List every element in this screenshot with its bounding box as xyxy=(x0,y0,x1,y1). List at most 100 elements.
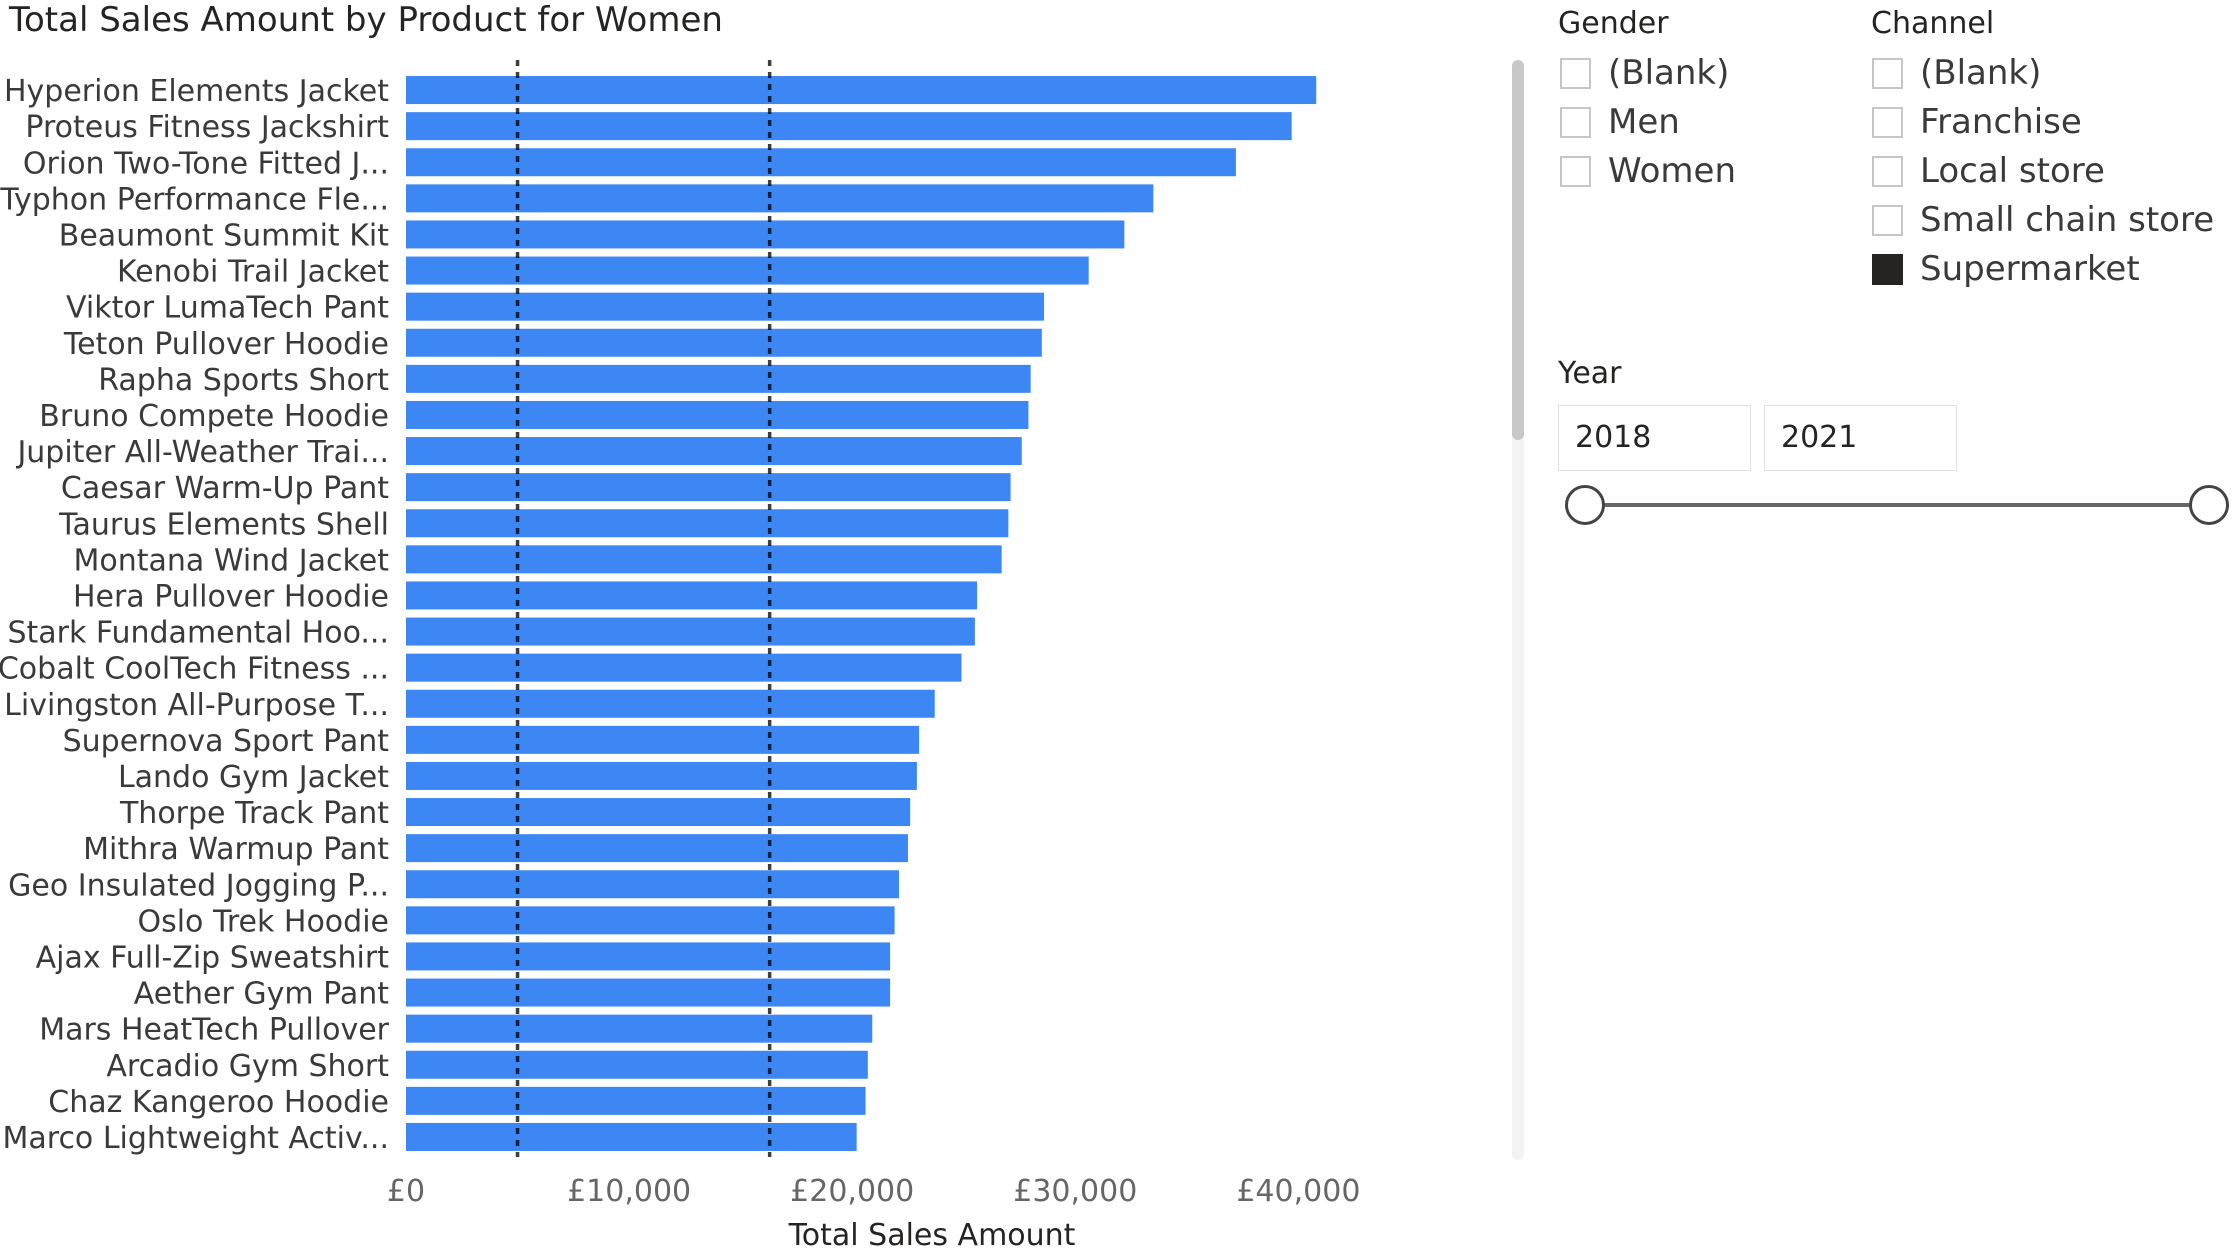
year-slider-start-handle[interactable] xyxy=(1565,485,1605,525)
channel-franchise-checkbox[interactable] xyxy=(1872,106,1903,138)
x-tick-label: £0 xyxy=(387,1174,425,1209)
chart-title: Total Sales Amount by Product for Women xyxy=(9,0,723,40)
x-tick-label: £30,000 xyxy=(1013,1174,1137,1209)
bar xyxy=(406,437,1022,466)
bar xyxy=(406,653,962,682)
bar xyxy=(406,509,1009,538)
bar xyxy=(406,545,1002,574)
category-label: Mithra Warmup Pant xyxy=(83,832,389,867)
category-label: Cobalt CoolTech Fitness ... xyxy=(0,652,389,687)
x-axis-title: Total Sales Amount xyxy=(788,1218,1076,1253)
category-label: Beaumont Summit Kit xyxy=(59,218,389,253)
chart-scrollbar-track[interactable] xyxy=(1512,60,1524,1160)
category-label: Aether Gym Pant xyxy=(134,977,389,1012)
channel-option-local-store[interactable]: Local store xyxy=(1872,151,2105,191)
x-tick-label: £40,000 xyxy=(1236,1174,1360,1209)
category-label: Lando Gym Jacket xyxy=(118,760,389,795)
category-label: Mars HeatTech Pullover xyxy=(39,1013,389,1048)
category-label: Rapha Sports Short xyxy=(98,363,389,398)
channel-blank-checkbox[interactable] xyxy=(1872,57,1903,89)
channel-option-label: Local store xyxy=(1920,151,2105,191)
channel-option-label: (Blank) xyxy=(1920,53,2042,93)
channel-option-franchise[interactable]: Franchise xyxy=(1872,102,2082,142)
channel-slicer-title: Channel xyxy=(1871,6,1995,41)
gender-option-label: Women xyxy=(1608,151,1737,191)
bar xyxy=(406,617,975,646)
category-label: Proteus Fitness Jackshirt xyxy=(25,110,389,145)
bar xyxy=(406,906,895,935)
gender-option-blank[interactable]: (Blank) xyxy=(1560,53,1729,93)
channel-option-small-chain-store[interactable]: Small chain store xyxy=(1872,200,2214,240)
category-label: Taurus Elements Shell xyxy=(58,507,389,542)
category-label: Ajax Full-Zip Sweatshirt xyxy=(36,940,390,975)
bar xyxy=(406,1050,868,1079)
channel-option-label: Small chain store xyxy=(1920,200,2215,240)
bar xyxy=(406,761,917,790)
year-slider-end-handle[interactable] xyxy=(2189,485,2229,525)
gender-option-men[interactable]: Men xyxy=(1560,102,1680,142)
bar xyxy=(406,978,891,1007)
bar xyxy=(406,870,900,899)
category-label: Stark Fundamental Hoo... xyxy=(7,616,389,651)
category-label: Livingston All-Purpose T... xyxy=(4,688,389,723)
category-label: Arcadio Gym Short xyxy=(106,1049,389,1084)
x-tick-label: £10,000 xyxy=(567,1174,691,1209)
category-label: Thorpe Track Pant xyxy=(119,796,389,831)
channel-option-blank[interactable]: (Blank) xyxy=(1872,53,2041,93)
gender-slicer-title: Gender xyxy=(1558,6,1669,41)
bar xyxy=(406,473,1011,502)
channel-option-label: Supermarket xyxy=(1920,249,2140,289)
category-label: Typhon Performance Fle... xyxy=(0,182,389,217)
gender-option-label: Men xyxy=(1608,102,1680,142)
bar xyxy=(406,798,911,827)
category-label: Teton Pullover Hoodie xyxy=(63,327,389,362)
bar xyxy=(406,328,1042,357)
gender-men-checkbox[interactable] xyxy=(1560,106,1591,138)
channel-local-store-checkbox[interactable] xyxy=(1872,155,1903,187)
category-label: Jupiter All-Weather Trai... xyxy=(15,435,389,470)
category-label: Montana Wind Jacket xyxy=(73,543,389,578)
bar xyxy=(406,256,1089,285)
category-label: Orion Two-Tone Fitted J... xyxy=(23,146,389,181)
category-label: Marco Lightweight Activ... xyxy=(3,1121,390,1156)
category-label: Chaz Kangeroo Hoodie xyxy=(48,1085,389,1120)
category-label: Oslo Trek Hoodie xyxy=(137,904,389,939)
bar xyxy=(406,184,1154,213)
bar xyxy=(406,1086,866,1115)
bar xyxy=(406,1014,873,1043)
gender-blank-checkbox[interactable] xyxy=(1560,57,1591,89)
category-label: Bruno Compete Hoodie xyxy=(39,399,389,434)
channel-supermarket-checkbox[interactable] xyxy=(1872,253,1903,285)
gender-option-women[interactable]: Women xyxy=(1560,151,1736,191)
x-tick-label: £20,000 xyxy=(790,1174,914,1209)
bar xyxy=(406,689,935,718)
channel-option-label: Franchise xyxy=(1920,102,2082,142)
chart-scrollbar-thumb[interactable] xyxy=(1512,60,1524,440)
category-label: Geo Insulated Jogging P... xyxy=(8,868,389,903)
bar xyxy=(406,1122,857,1151)
category-label: Supernova Sport Pant xyxy=(63,724,390,759)
bar xyxy=(406,292,1045,321)
category-label: Kenobi Trail Jacket xyxy=(117,255,389,290)
bar xyxy=(406,834,908,863)
bar xyxy=(406,76,1317,105)
bar xyxy=(406,400,1029,429)
gender-women-checkbox[interactable] xyxy=(1560,155,1591,187)
category-label: Hera Pullover Hoodie xyxy=(73,579,389,614)
year-slider-track[interactable] xyxy=(1585,503,2209,507)
bar xyxy=(406,112,1292,141)
bar xyxy=(406,364,1031,393)
year-start-input[interactable]: 2018 xyxy=(1558,405,1751,471)
bar xyxy=(406,942,891,971)
year-end-input[interactable]: 2021 xyxy=(1764,405,1957,471)
channel-small-chain-store-checkbox[interactable] xyxy=(1872,204,1903,236)
bar xyxy=(406,581,978,610)
gender-option-label: (Blank) xyxy=(1608,53,1730,93)
category-label: Viktor LumaTech Pant xyxy=(66,291,389,326)
category-label: Hyperion Elements Jacket xyxy=(4,74,389,109)
bar xyxy=(406,148,1236,177)
bar xyxy=(406,220,1125,249)
year-slicer-title: Year xyxy=(1558,356,1622,391)
channel-option-supermarket[interactable]: Supermarket xyxy=(1872,249,2140,289)
